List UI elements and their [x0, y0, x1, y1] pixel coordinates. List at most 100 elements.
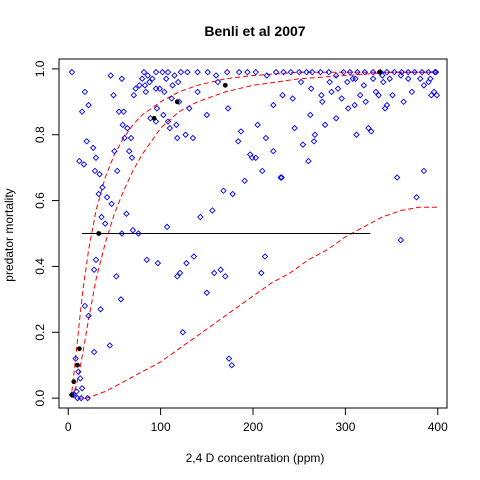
data-point: [318, 91, 325, 99]
data-point: [146, 78, 153, 86]
data-point: [411, 68, 418, 76]
data-point: [149, 75, 156, 82]
mean-point: [76, 346, 82, 352]
data-point: [72, 355, 79, 362]
data-point: [291, 124, 298, 132]
data-point: [123, 210, 130, 217]
data-point: [262, 134, 270, 142]
data-point: [352, 75, 359, 82]
data-point: [310, 138, 318, 145]
data-point: [344, 105, 352, 112]
chart-title: Benli et al 2007: [204, 23, 305, 39]
data-point: [272, 68, 280, 76]
data-point: [152, 68, 160, 76]
data-point: [351, 101, 358, 109]
mean-point: [151, 115, 157, 121]
data-point: [209, 207, 216, 214]
data-point: [141, 82, 149, 89]
data-point: [85, 101, 92, 109]
data-point: [183, 259, 190, 267]
data-point: [101, 220, 109, 227]
data-point: [279, 91, 286, 99]
data-point: [420, 82, 428, 89]
data-point: [174, 134, 181, 142]
data-point: [252, 154, 260, 162]
data-point: [400, 98, 407, 106]
x-axis-label: 2,4 D concentration (ppm): [186, 451, 325, 465]
data-point: [106, 342, 114, 349]
data-point: [168, 95, 175, 102]
y-tick-label: 1.0: [33, 60, 47, 77]
data-point: [176, 269, 184, 277]
data-point: [297, 78, 305, 86]
data-point: [278, 174, 285, 181]
x-tick-label: 300: [335, 420, 355, 434]
data-point: [349, 75, 357, 82]
y-tick-label: 0.2: [33, 324, 47, 341]
axes: 0 100 200 300 400 0.0 0.2 0.4 0.6 0.8 1.0: [33, 60, 448, 434]
data-point: [404, 75, 412, 82]
data-point: [311, 131, 319, 138]
data-point: [270, 147, 277, 155]
y-tick-label: 0.8: [33, 126, 47, 143]
data-point: [174, 78, 182, 86]
data-point: [334, 85, 342, 92]
data-point: [164, 68, 172, 76]
data-point: [389, 91, 396, 99]
data-point: [413, 194, 420, 201]
data-point: [270, 101, 277, 109]
data-point: [125, 147, 133, 155]
data-point: [203, 289, 211, 297]
data-point: [210, 269, 218, 277]
data-point: [169, 82, 176, 89]
data-point: [119, 121, 126, 129]
data-point: [80, 161, 88, 168]
data-point: [361, 68, 369, 76]
data-point: [89, 144, 97, 152]
mean-point: [69, 392, 75, 398]
mean-point: [377, 69, 382, 75]
data-point: [143, 256, 150, 264]
data-point: [184, 68, 191, 76]
data-point: [110, 91, 117, 99]
mean-point: [75, 362, 80, 368]
data-point: [379, 72, 386, 79]
fitted-curve-3: [71, 71, 438, 399]
data-point: [132, 85, 139, 92]
data-point: [217, 266, 224, 273]
data-point: [303, 68, 310, 76]
data-point: [307, 111, 314, 119]
data-point: [397, 72, 405, 79]
data-point: [246, 151, 254, 158]
data-point: [113, 273, 120, 280]
data-point: [186, 105, 193, 112]
data-point: [154, 259, 162, 267]
data-point: [164, 118, 172, 125]
data-point: [248, 154, 256, 162]
data-point: [325, 68, 332, 76]
data-point: [398, 68, 405, 76]
data-point: [152, 118, 160, 125]
y-axis-label: predator mortality: [2, 188, 16, 281]
data-point: [115, 108, 123, 115]
data-point: [353, 131, 360, 138]
data-point: [332, 115, 340, 122]
mean-point: [174, 99, 180, 105]
data-point: [354, 68, 361, 76]
data-point: [360, 82, 368, 89]
data-point: [425, 78, 432, 86]
x-tick-label: 0: [65, 420, 72, 434]
data-point: [128, 154, 136, 162]
data-point: [129, 226, 137, 234]
data-point: [81, 302, 89, 310]
data-point: [111, 147, 118, 155]
data-point: [177, 68, 185, 76]
data-point: [383, 101, 391, 109]
data-point: [77, 394, 85, 402]
data-point: [118, 75, 126, 82]
data-point: [118, 230, 126, 237]
data-point: [92, 256, 100, 264]
data-point: [124, 124, 131, 132]
data-point: [174, 273, 181, 280]
data-point: [127, 134, 135, 142]
